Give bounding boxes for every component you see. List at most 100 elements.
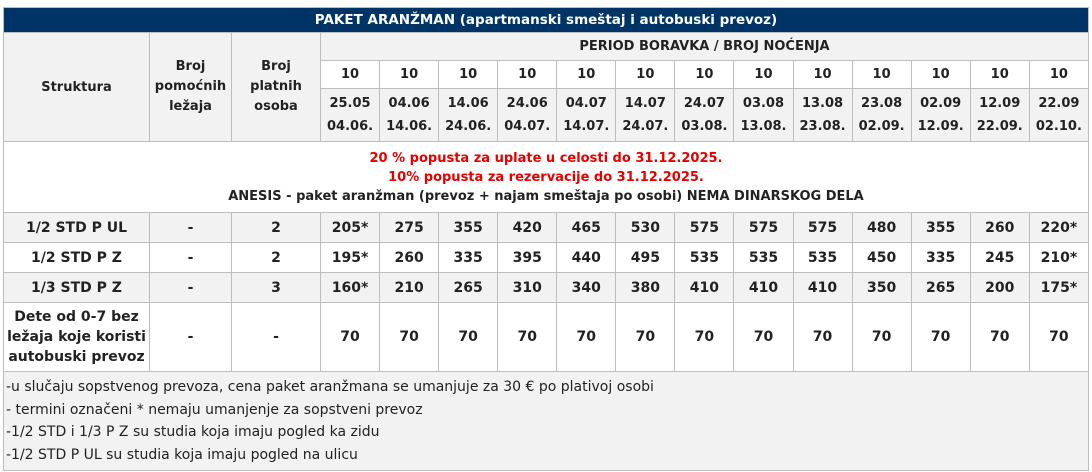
nights-cell: 10 <box>674 60 735 89</box>
table-row: Dete od 0-7 bez ležaja koje koristi autobu… <box>3 302 1090 372</box>
price-cell: 265 <box>438 272 499 303</box>
price-cell: 160* <box>319 272 381 303</box>
header-platnih: Broj platnih osoba <box>231 32 321 142</box>
date-cell: 04.07 14.07. <box>556 88 617 142</box>
nights-cell: 10 <box>615 60 676 89</box>
date-cell: 24.07 03.08. <box>674 88 735 142</box>
price-cell: 70 <box>910 302 971 372</box>
price-cell: 495 <box>615 242 676 273</box>
price-cell: 275 <box>379 212 440 243</box>
price-cell: 380 <box>615 272 676 303</box>
nights-cell: 10 <box>910 60 971 89</box>
date-cell: 04.06 14.06. <box>379 88 440 142</box>
price-cell: 70 <box>556 302 617 372</box>
promo-box: 20 % popusta za uplate u celosti do 31.1… <box>3 141 1089 213</box>
price-cell: 465 <box>556 212 617 243</box>
notes: -u slučaju sopstvenog prevoza, cena pake… <box>3 371 1089 471</box>
price-cell: 265 <box>910 272 971 303</box>
price-cell: 410 <box>792 272 853 303</box>
table-title: PAKET ARANŽMAN (apartmanski smeštaj i au… <box>3 7 1089 33</box>
table-row: 1/3 STD P Z -3 160* 210 265 310 340 380 410 410 41… <box>3 272 1090 303</box>
nights-cell: 10 <box>733 60 794 89</box>
price-cell: 440 <box>556 242 617 273</box>
platnih-cell: - <box>231 302 321 372</box>
date-cell: 13.08 23.08. <box>792 88 853 142</box>
price-cell: 340 <box>556 272 617 303</box>
price-cell: 350 <box>851 272 912 303</box>
struktura-cell: Dete od 0-7 bez ležaja koje koristi autobu… <box>3 302 150 372</box>
price-cell: 575 <box>733 212 794 243</box>
price-cell: 355 <box>438 212 499 243</box>
platnih-cell: 3 <box>231 272 321 303</box>
price-cell: 175* <box>1028 272 1090 303</box>
pomocnih-cell: - <box>149 212 232 243</box>
price-cell: 310 <box>497 272 558 303</box>
price-cell: 535 <box>792 242 853 273</box>
nights-cell: 10 <box>319 60 381 89</box>
price-cell: 195* <box>319 242 381 273</box>
pomocnih-cell: - <box>149 302 232 372</box>
pomocnih-cell: - <box>149 242 232 273</box>
price-table-container: PAKET ARANŽMAN (apartmanski smeštaj i au… <box>3 7 1090 471</box>
nights-cell: 10 <box>851 60 912 89</box>
nights-cell: 10 <box>969 60 1030 89</box>
price-cell: 410 <box>674 272 735 303</box>
price-cell: 70 <box>379 302 440 372</box>
nights-cell: 10 <box>379 60 440 89</box>
note-line: - termini označeni * nemaju umanjenje za… <box>6 401 423 418</box>
date-cell: 23.08 02.09. <box>851 88 912 142</box>
price-cell: 575 <box>674 212 735 243</box>
note-line: -u slučaju sopstvenog prevoza, cena pake… <box>6 379 654 395</box>
nights-cell: 10 <box>497 60 558 89</box>
price-cell: 535 <box>733 242 794 273</box>
price-cell: 220* <box>1028 212 1090 243</box>
date-cell: 14.07 24.07. <box>615 88 676 142</box>
table-row: 1/2 STD P UL -2 205* 275 355 420 465 530 575 575 5… <box>3 212 1090 243</box>
promo-line: 20 % popusta za uplate u celosti do 31.1… <box>369 150 723 166</box>
price-cell: 70 <box>497 302 558 372</box>
price-table: PAKET ARANŽMAN (apartmanski smeštaj i au… <box>3 7 1090 471</box>
price-cell: 70 <box>1028 302 1090 372</box>
price-cell: 70 <box>733 302 794 372</box>
price-cell: 420 <box>497 212 558 243</box>
date-cell: 03.08 13.08. <box>733 88 794 142</box>
price-cell: 70 <box>969 302 1030 372</box>
price-cell: 410 <box>733 272 794 303</box>
date-cell: 14.06 24.06. <box>438 88 499 142</box>
date-cell: 25.05 04.06. <box>319 88 381 142</box>
price-cell: 70 <box>438 302 499 372</box>
price-cell: 395 <box>497 242 558 273</box>
price-cell: 575 <box>792 212 853 243</box>
price-cell: 535 <box>674 242 735 273</box>
price-cell: 450 <box>851 242 912 273</box>
price-cell: 245 <box>969 242 1030 273</box>
price-cell: 210 <box>379 272 440 303</box>
date-cell: 12.09 22.09. <box>969 88 1030 142</box>
header-struktura: Struktura <box>3 32 150 142</box>
nights-cell: 10 <box>1028 60 1090 89</box>
nights-cell: 10 <box>556 60 617 89</box>
price-cell: 355 <box>910 212 971 243</box>
date-cell: 22.09 02.10. <box>1028 88 1090 142</box>
price-cell: 260 <box>969 212 1030 243</box>
promo-line: ANESIS - paket aranžman (prevoz + najam … <box>228 188 864 204</box>
price-cell: 530 <box>615 212 676 243</box>
platnih-cell: 2 <box>231 242 321 273</box>
struktura-cell: 1/2 STD P Z <box>3 242 150 273</box>
nights-cell: 10 <box>792 60 853 89</box>
header-period: PERIOD BORAVKA / BROJ NOĆENJA <box>320 32 1089 61</box>
price-cell: 480 <box>851 212 912 243</box>
note-line: -1/2 STD i 1/3 P Z su studia koja imaju … <box>6 424 380 440</box>
note-line: -1/2 STD P UL su studia koja imaju pogle… <box>6 446 358 463</box>
struktura-cell: 1/2 STD P UL <box>3 212 150 243</box>
promo-line: 10% popusta za rezervacije do 31.12.2025… <box>388 169 704 185</box>
platnih-cell: 2 <box>231 212 321 243</box>
date-cell: 02.09 12.09. <box>910 88 971 142</box>
price-cell: 335 <box>910 242 971 273</box>
price-cell: 210* <box>1028 242 1090 273</box>
price-cell: 200 <box>969 272 1030 303</box>
struktura-cell: 1/3 STD P Z <box>3 272 150 303</box>
price-cell: 70 <box>319 302 381 372</box>
date-cell: 24.06 04.07. <box>497 88 558 142</box>
price-cell: 205* <box>319 212 381 243</box>
